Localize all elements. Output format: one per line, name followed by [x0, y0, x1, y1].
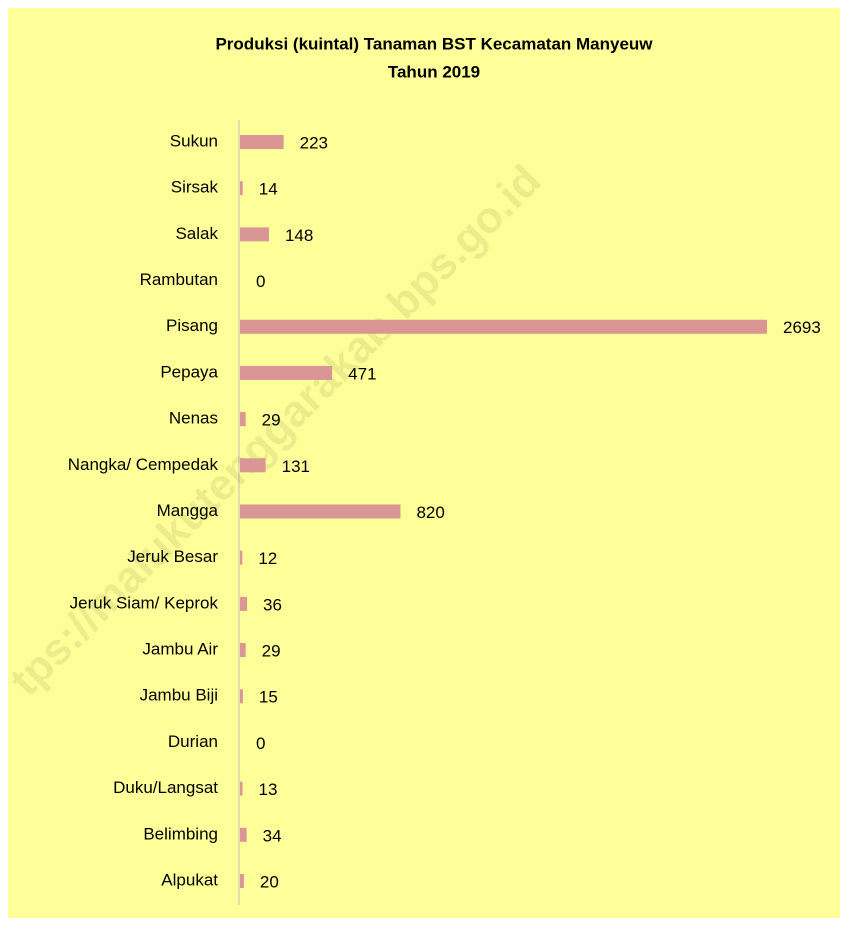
data-label: 13 — [259, 780, 278, 799]
y-tick-label: Jeruk Siam/ Keprok — [70, 593, 219, 612]
y-tick-label: Sukun — [170, 131, 218, 150]
y-tick-label: Nangka/ Cempedak — [68, 455, 219, 474]
y-tick-label: Duku/Langsat — [113, 778, 218, 797]
bar — [240, 365, 333, 380]
y-tick-label: Durian — [168, 732, 218, 751]
y-tick-label: Belimbing — [143, 824, 218, 843]
bar — [240, 135, 284, 149]
data-label: 34 — [263, 826, 282, 845]
chart-background — [8, 8, 840, 918]
data-label: 820 — [416, 503, 444, 522]
data-label: 148 — [285, 226, 313, 245]
bar — [240, 550, 243, 565]
y-tick-label: Jambu Air — [142, 640, 218, 659]
data-label: 14 — [259, 180, 278, 199]
chart-title: Produksi (kuintal) Tanaman BST Kecamatan… — [215, 34, 653, 53]
y-tick-label: Salak — [175, 224, 218, 243]
chart-subtitle: Tahun 2019 — [388, 62, 480, 81]
bar — [240, 827, 247, 842]
data-label: 131 — [282, 457, 310, 476]
y-tick-label: Sirsak — [171, 178, 219, 197]
bar — [240, 504, 401, 519]
bar — [240, 181, 243, 196]
bar — [240, 781, 243, 796]
y-tick-label: Jeruk Besar — [127, 547, 218, 566]
data-label: 0 — [256, 272, 265, 291]
data-label: 2693 — [783, 318, 821, 337]
bar — [240, 874, 244, 888]
bar — [240, 643, 246, 658]
y-tick-label: Jambu Biji — [140, 686, 218, 705]
data-label: 223 — [300, 133, 328, 152]
data-label: 20 — [260, 872, 279, 891]
bar — [240, 689, 243, 704]
bar — [240, 458, 266, 473]
bar — [240, 319, 767, 334]
y-tick-label: Mangga — [157, 501, 219, 520]
data-label: 15 — [259, 688, 278, 707]
bar — [240, 596, 248, 611]
data-label: 12 — [258, 549, 277, 568]
data-label: 0 — [256, 734, 265, 753]
y-tick-label: Alpukat — [161, 870, 218, 889]
data-label: 29 — [262, 642, 281, 661]
data-label: 29 — [262, 411, 281, 430]
bar — [240, 412, 246, 427]
data-label: 36 — [263, 595, 282, 614]
bar — [240, 227, 269, 242]
y-tick-label: Rambutan — [140, 270, 218, 289]
y-tick-label: Pisang — [166, 316, 218, 335]
data-label: 471 — [348, 364, 376, 383]
y-tick-label: Pepaya — [160, 362, 218, 381]
y-tick-label: Nenas — [169, 409, 218, 428]
